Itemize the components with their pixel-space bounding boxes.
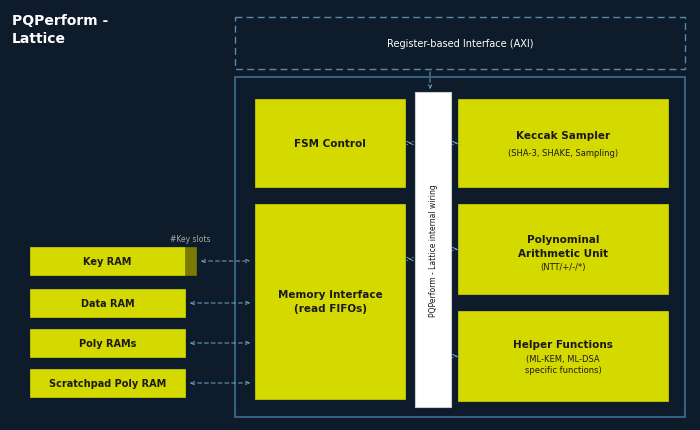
Text: Key RAM: Key RAM	[83, 256, 132, 266]
Text: Poly RAMs: Poly RAMs	[79, 338, 136, 348]
Text: (ML-KEM, ML-DSA: (ML-KEM, ML-DSA	[526, 355, 600, 364]
Text: #Key slots: #Key slots	[170, 234, 211, 243]
Bar	[458, 100, 668, 187]
Bar	[30, 369, 185, 397]
Bar	[255, 100, 405, 187]
Text: (NTT/+/-/*): (NTT/+/-/*)	[540, 263, 586, 272]
Bar	[458, 311, 668, 401]
Bar	[415, 93, 451, 407]
Text: Data RAM: Data RAM	[80, 298, 134, 308]
Text: Register-based Interface (AXI): Register-based Interface (AXI)	[386, 39, 533, 49]
Text: Arithmetic Unit: Arithmetic Unit	[518, 249, 608, 258]
Text: Scratchpad Poly RAM: Scratchpad Poly RAM	[49, 378, 166, 388]
Text: Keccak Sampler: Keccak Sampler	[516, 131, 610, 141]
Bar	[235, 18, 685, 70]
Bar	[235, 78, 685, 417]
Bar	[30, 247, 185, 275]
Text: specific functions): specific functions)	[524, 366, 601, 375]
Text: Helper Functions: Helper Functions	[513, 339, 613, 349]
Text: PQPerform - Lattice internal wiring: PQPerform - Lattice internal wiring	[428, 184, 438, 316]
Text: (SHA-3, SHAKE, Sampling): (SHA-3, SHAKE, Sampling)	[508, 149, 618, 158]
Text: PQPerform -
Lattice: PQPerform - Lattice	[12, 14, 109, 46]
Text: Polynominal: Polynominal	[526, 234, 599, 244]
Text: Memory Interface
(read FIFOs): Memory Interface (read FIFOs)	[278, 290, 382, 314]
Bar	[458, 205, 668, 294]
Bar	[30, 329, 185, 357]
Bar	[255, 205, 405, 399]
Bar	[30, 289, 185, 317]
Bar	[185, 247, 196, 275]
Text: FSM Control: FSM Control	[294, 139, 366, 149]
